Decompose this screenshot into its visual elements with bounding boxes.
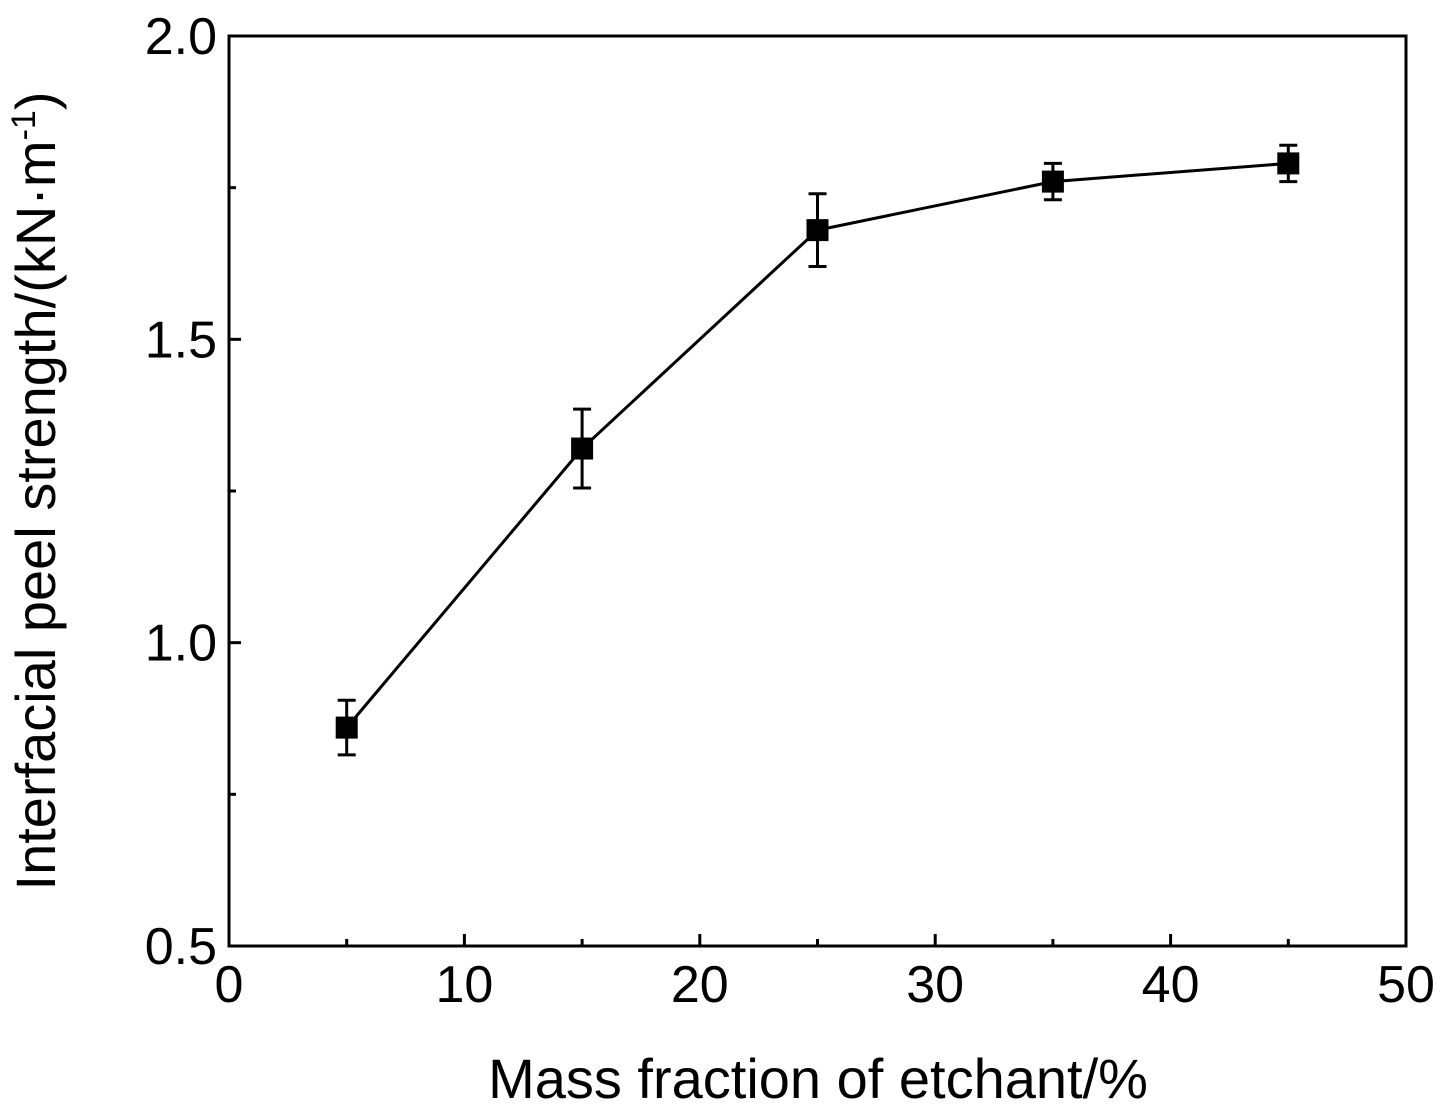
- data-point: [1277, 152, 1300, 175]
- data-series: [335, 143, 1300, 757]
- y-axis-title-superscript: -1: [5, 110, 43, 140]
- y-tick-label: 1.0: [145, 615, 217, 673]
- y-axis-title: Interfacial peel strength/(kN·m-1): [4, 92, 67, 891]
- y-axis-title-main: Interfacial peel strength/(kN·m: [4, 140, 67, 890]
- x-axis-title: Mass fraction of etchant/%: [488, 1047, 1148, 1110]
- data-point: [571, 437, 594, 460]
- data-point: [1041, 170, 1064, 193]
- plot-area-frame: [227, 34, 1408, 948]
- y-axis-ticks: 0.5 1.0 1.5 2.0: [145, 8, 241, 976]
- y-tick-label: 2.0: [145, 8, 217, 66]
- data-point: [335, 716, 358, 739]
- y-tick-label: 0.5: [145, 918, 217, 976]
- x-tick-label: 40: [1142, 956, 1200, 1014]
- x-tick-label: 20: [671, 956, 729, 1014]
- x-tick-label: 0: [215, 956, 244, 1014]
- x-tick-label: 10: [435, 956, 493, 1014]
- x-axis-ticks: 0 10 20 30 40 50: [215, 934, 1435, 1014]
- data-point: [806, 219, 829, 242]
- y-axis-title-close: ): [4, 92, 67, 111]
- x-tick-label: 50: [1377, 956, 1435, 1014]
- y-tick-label: 1.5: [145, 311, 217, 369]
- x-tick-label: 30: [906, 956, 964, 1014]
